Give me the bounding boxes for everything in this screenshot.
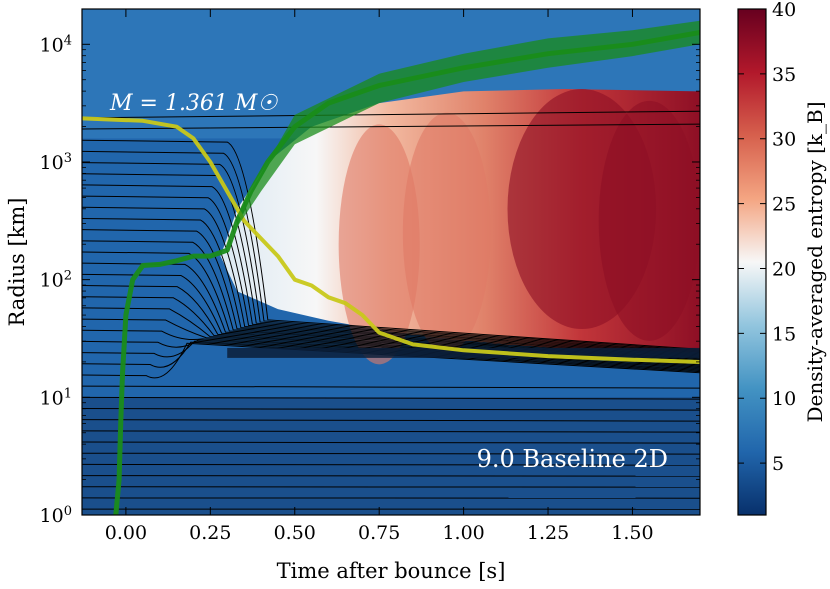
colorbar-tick-label: 35 xyxy=(772,64,796,86)
model-annotation: 9.0 Baseline 2D xyxy=(477,445,668,473)
colorbar-tick-label: 30 xyxy=(772,129,796,151)
y-tick-label: 103 xyxy=(40,150,72,174)
colorbar-label: Density-averaged entropy [k_B] xyxy=(803,101,827,422)
y-axis-label: Radius [km] xyxy=(5,198,29,327)
plot-area xyxy=(82,9,700,515)
y-tick-label: 100 xyxy=(40,504,72,528)
x-tick-label: 1.00 xyxy=(442,522,484,544)
colorbar-tick-label: 25 xyxy=(772,194,796,216)
x-tick-label: 1.50 xyxy=(611,522,653,544)
x-tick-label: 1.25 xyxy=(527,522,569,544)
colorbar-tick-label: 40 xyxy=(772,0,796,21)
colorbar-tick-label: 5 xyxy=(772,453,784,475)
x-tick-label: 0.25 xyxy=(189,522,231,544)
x-tick-label: 0.00 xyxy=(105,522,147,544)
colorbar-tick-label: 10 xyxy=(772,388,796,410)
y-tick-label: 102 xyxy=(40,268,72,292)
x-tick-label: 0.50 xyxy=(274,522,316,544)
colorbar-tick-label: 15 xyxy=(772,323,796,345)
mass-shell-line xyxy=(82,476,700,477)
entropy-plume xyxy=(403,113,491,353)
x-axis-label: Time after bounce [s] xyxy=(277,559,506,583)
mass-annotation: M = 1.361 M☉ xyxy=(109,91,278,116)
colorbar-tick-label: 20 xyxy=(772,258,796,280)
entropy-plume xyxy=(599,101,700,341)
y-tick-label: 104 xyxy=(40,33,72,57)
colorbar xyxy=(738,9,766,515)
x-tick-label: 0.75 xyxy=(358,522,400,544)
y-tick-label: 101 xyxy=(40,386,72,410)
